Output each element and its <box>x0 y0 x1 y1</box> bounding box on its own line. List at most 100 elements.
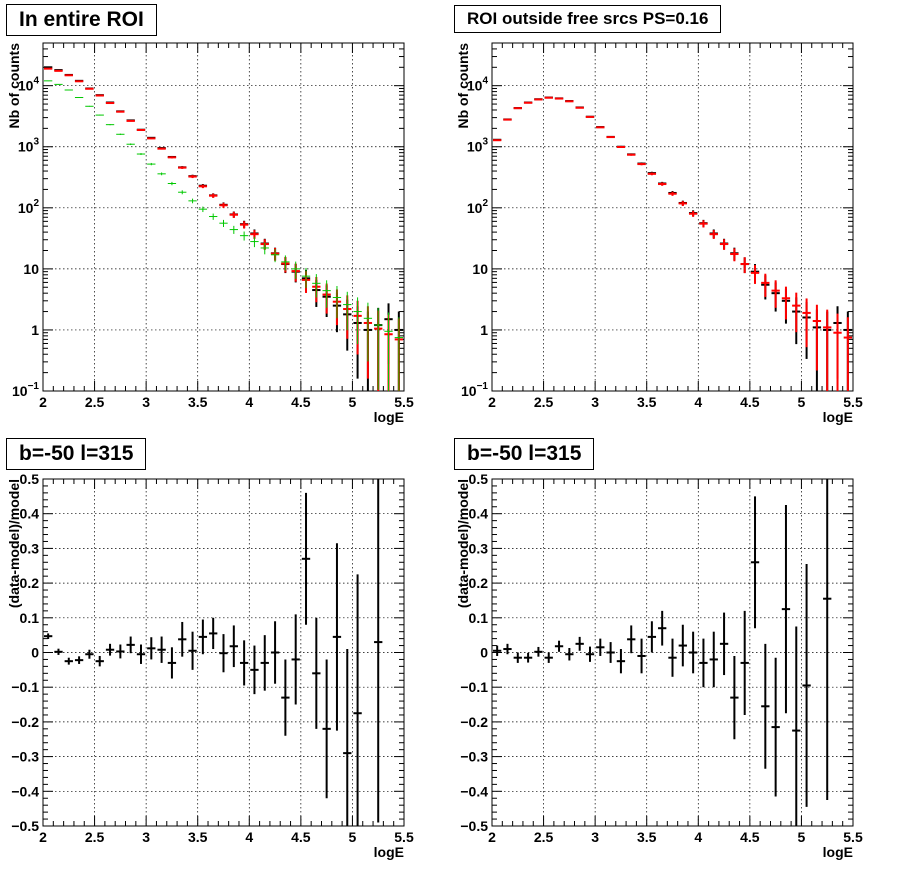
data-point <box>353 574 362 826</box>
data-point <box>647 172 657 176</box>
data-point <box>585 115 595 118</box>
x-tick-label: 5.5 <box>394 829 414 845</box>
data-point <box>719 239 729 250</box>
data-point <box>312 274 321 298</box>
data-point <box>761 643 770 769</box>
data-point <box>116 110 125 113</box>
x-tick-label: 2 <box>39 829 47 845</box>
y-tick-label: 0.5 <box>469 471 489 487</box>
data-point <box>781 505 791 714</box>
data-point <box>54 83 63 85</box>
data-point <box>802 564 811 807</box>
y-tick-label: 102 <box>18 198 40 216</box>
data-point <box>126 143 135 146</box>
data-point <box>606 136 615 139</box>
data-point <box>740 610 749 715</box>
x-tick-label: 4.5 <box>291 829 311 845</box>
data-point <box>198 619 208 655</box>
data-point <box>637 638 646 674</box>
data-point <box>585 646 595 662</box>
data-point <box>513 652 522 663</box>
data-point <box>647 621 657 653</box>
data-point <box>596 638 605 656</box>
data-point <box>740 257 749 274</box>
data-point <box>332 285 342 319</box>
chart-title-4: b=-50 l=315 <box>454 438 595 470</box>
data-point <box>363 302 373 362</box>
data-point <box>270 621 280 684</box>
data-point <box>823 309 832 391</box>
y-tick-label: 0 <box>31 645 39 661</box>
series-1 <box>44 66 403 391</box>
y-tick-label: 0.4 <box>20 506 40 522</box>
data-point <box>126 636 135 654</box>
data-point <box>730 248 739 262</box>
data-point <box>658 182 667 186</box>
y-tick-label: −0.1 <box>11 679 39 695</box>
data-point <box>219 219 228 227</box>
y-tick-label: 103 <box>467 137 489 155</box>
data-point <box>239 231 249 241</box>
x-tick-label: 5 <box>349 829 357 845</box>
data-point <box>116 133 125 135</box>
y-tick-label: 0.5 <box>20 471 40 487</box>
data-point <box>178 166 187 169</box>
x-tick-label: 5 <box>798 394 806 410</box>
data-point <box>291 261 300 279</box>
data-point <box>792 626 801 826</box>
data-point <box>534 646 543 657</box>
data-point <box>699 638 708 688</box>
data-point <box>260 242 269 255</box>
y-tick-label: 0.1 <box>469 610 489 626</box>
y-tick-label: 1 <box>480 322 488 338</box>
data-point <box>157 172 166 176</box>
data-point <box>616 146 626 149</box>
plot-frame <box>491 42 854 392</box>
x-tick-label: 5.5 <box>394 394 414 410</box>
data-point <box>575 636 584 651</box>
x-tick-label: 4.5 <box>291 394 311 410</box>
y-tick-label: −0.3 <box>460 749 488 765</box>
data-point <box>668 191 677 196</box>
data-point <box>627 153 636 156</box>
data-point <box>503 118 512 121</box>
y-axis-title: (data-model)/model <box>455 479 471 608</box>
data-point <box>95 114 104 116</box>
data-point <box>606 642 615 663</box>
y-tick-label: −0.5 <box>11 818 39 834</box>
data-point <box>554 640 564 652</box>
data-point <box>219 202 228 208</box>
data-point <box>374 479 383 823</box>
data-point <box>44 633 53 639</box>
data-point <box>699 220 708 228</box>
data-point <box>833 313 842 391</box>
x-tick-label: 2.5 <box>534 829 554 845</box>
data-point <box>270 249 280 263</box>
x-tick-label: 4.5 <box>740 829 760 845</box>
data-point <box>250 645 259 695</box>
x-tick-label: 3 <box>142 829 150 845</box>
x-tick-label: 3 <box>142 394 150 410</box>
chart-title-3: b=-50 l=315 <box>6 438 147 470</box>
x-tick-label: 5.5 <box>843 829 863 845</box>
data-point <box>781 286 791 320</box>
data-point <box>105 124 115 126</box>
x-tick-label: 5 <box>349 394 357 410</box>
data-point <box>493 645 502 656</box>
data-point <box>85 87 94 90</box>
data-point <box>312 617 321 729</box>
data-point <box>85 105 94 107</box>
data-point <box>544 96 553 99</box>
data-point <box>596 126 605 129</box>
data-point <box>688 210 698 217</box>
data-point <box>301 267 311 289</box>
data-point <box>167 181 177 186</box>
data-point <box>544 652 553 663</box>
x-tick-label: 3.5 <box>188 394 208 410</box>
data-point <box>229 225 238 234</box>
data-point <box>281 255 290 271</box>
data-point <box>64 89 73 91</box>
data-point <box>64 657 73 665</box>
data-point <box>771 657 780 797</box>
y-tick-label: −0.4 <box>460 783 488 799</box>
